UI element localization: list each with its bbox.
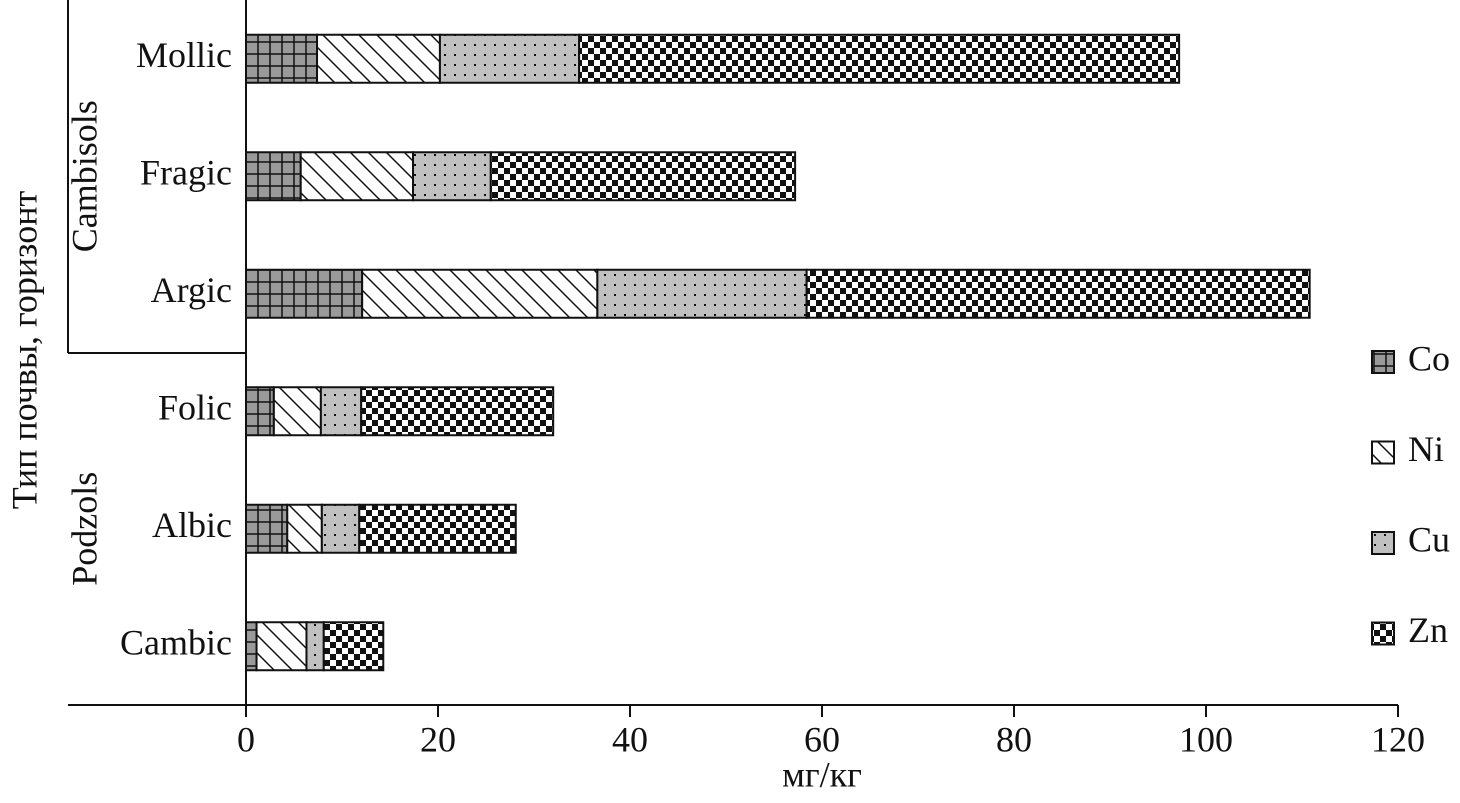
bar-segment [320, 503, 361, 554]
bar-segment [245, 621, 258, 672]
bar-segment [358, 503, 517, 554]
bar-segment [360, 386, 555, 437]
group-label: Cambisols [64, 100, 104, 252]
legend-label: Ni [1408, 429, 1444, 469]
bar-segment [245, 151, 302, 202]
y-tick-label: Folic [158, 388, 232, 428]
x-tick-label: 20 [420, 719, 456, 759]
bar-segment [805, 268, 1311, 319]
y-axis-label: Тип почвы, горизонт [4, 191, 44, 510]
y-tick-label: Argic [151, 270, 232, 310]
legend-swatch [1371, 531, 1395, 555]
bar-segment [272, 386, 322, 437]
bar-segment [361, 268, 599, 319]
bar-segment [412, 151, 492, 202]
legend-label: Cu [1408, 519, 1450, 559]
group-label: Podzols [64, 472, 104, 586]
y-tick-label: Cambic [120, 623, 232, 663]
bar-segment [245, 268, 364, 319]
legend-swatch [1371, 621, 1395, 646]
x-tick-label: 60 [804, 719, 840, 759]
y-tick-label: Albic [152, 505, 232, 545]
bar-segment [596, 268, 808, 319]
bar-segment [489, 151, 797, 202]
bar-segment [578, 33, 1181, 84]
bar-segment [286, 503, 323, 554]
bar-segment [305, 621, 325, 672]
legend-swatch [1371, 350, 1395, 374]
legend-label: Co [1408, 338, 1450, 378]
x-tick-label: 0 [237, 719, 255, 759]
legend-label: Zn [1408, 610, 1448, 650]
bar-segment [319, 386, 363, 437]
x-tick-label: 120 [1371, 719, 1425, 759]
bar-segment [255, 621, 308, 672]
legend-swatch [1371, 440, 1395, 465]
bar-segment [438, 33, 581, 84]
bar-segment [322, 621, 385, 672]
y-tick-label: Fragic [140, 153, 232, 193]
x-tick-label: 100 [1179, 719, 1233, 759]
bar-segment [245, 33, 319, 84]
y-tick-label: Mollic [136, 35, 232, 75]
x-tick-label: 80 [996, 719, 1032, 759]
x-axis-label: мг/кг [782, 754, 862, 794]
bar-segment [316, 33, 441, 84]
bar-segment [299, 151, 415, 202]
bar-segment [245, 503, 289, 554]
x-tick-label: 40 [612, 719, 648, 759]
bar-segment [245, 386, 275, 437]
